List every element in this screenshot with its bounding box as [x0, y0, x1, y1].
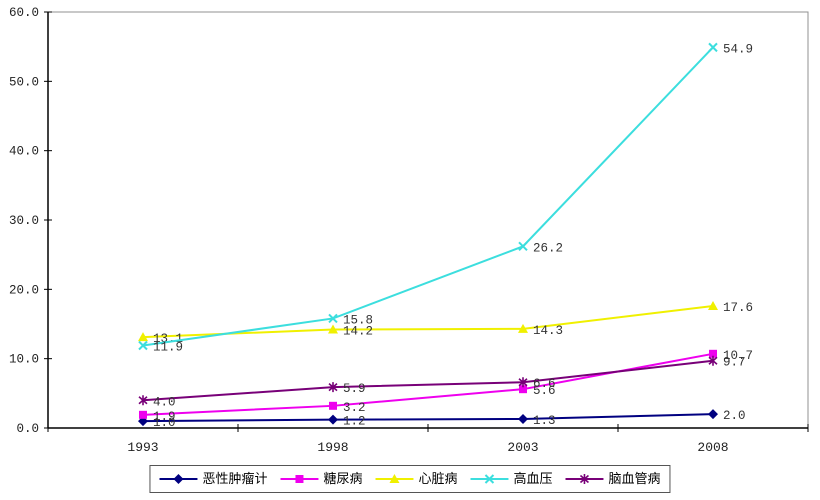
- series-line: [142, 304, 714, 339]
- data-point-label: 1.3: [533, 414, 556, 428]
- data-point-marker: [708, 409, 718, 420]
- data-point-marker: [518, 323, 528, 333]
- legend-swatch: [565, 474, 604, 484]
- y-axis-label: 50.0: [9, 75, 39, 89]
- data-point-marker: [518, 241, 528, 252]
- data-point-marker: [519, 385, 527, 394]
- data-point-marker: [518, 377, 528, 388]
- data-point-marker: [708, 355, 718, 366]
- data-point-label: 14.3: [533, 324, 563, 338]
- series-group-2: 13.114.2 14.317.6: [138, 300, 753, 346]
- data-point-label: 2.0: [723, 409, 746, 423]
- legend-swatch: [470, 474, 509, 484]
- y-axis-label: 60.0: [9, 6, 39, 20]
- data-point-marker: [328, 382, 338, 393]
- data-point-marker: [138, 332, 148, 342]
- data-point-label: 5.9: [343, 382, 366, 396]
- data-point-marker: [138, 395, 148, 406]
- data-point-label: 1.0: [153, 416, 176, 430]
- data-point-label: 9.7: [723, 356, 746, 370]
- legend-label: 高血压: [513, 471, 553, 487]
- legend-item-0: 恶性肿瘤计: [159, 473, 267, 486]
- legend-swatch: [375, 474, 414, 483]
- legend-label: 恶性肿瘤计: [202, 471, 268, 487]
- x-axis-label: 1993: [127, 440, 158, 455]
- data-point-marker: [328, 324, 338, 334]
- y-axis-label: 30.0: [9, 214, 39, 228]
- data-point-label: 6.6: [533, 377, 556, 391]
- legend-swatch: [280, 475, 319, 483]
- y-axis-label: 40.0: [9, 145, 39, 159]
- data-point-label: 11.9: [153, 340, 183, 354]
- data-point-marker: [139, 410, 147, 419]
- data-point-label: 1.2: [343, 415, 366, 429]
- legend-label: 心脏病: [418, 471, 458, 487]
- data-point-marker: [709, 349, 717, 358]
- data-point-marker: [579, 474, 590, 484]
- data-point-marker: [138, 340, 148, 351]
- series-line: [142, 46, 714, 347]
- data-point-marker: [173, 474, 184, 484]
- x-axis-label: 2008: [697, 440, 728, 455]
- chart-legend: 恶性肿瘤计 糖尿病 心脏病 高血压 脑血管病: [149, 465, 671, 493]
- data-point-marker: [328, 414, 338, 425]
- data-point-label: 15.8: [343, 313, 373, 327]
- data-point-label: 3.2: [343, 401, 366, 415]
- y-axis-label: 0.0: [16, 422, 39, 436]
- series-group-4: 4.0 5.9 6.6 9.7: [138, 355, 746, 409]
- legend-label: 糖尿病: [323, 471, 363, 487]
- data-point-label: 14.2: [343, 325, 373, 339]
- y-axis-label: 10.0: [9, 353, 39, 367]
- data-point-marker: [295, 475, 304, 483]
- series-group-0: 1.0 1.2 1.3 2.0: [138, 409, 746, 430]
- y-axis-label: 20.0: [9, 283, 39, 297]
- data-point-marker: [328, 313, 338, 324]
- data-point-marker: [484, 474, 495, 484]
- series-line: [142, 413, 714, 423]
- data-point-label: 17.6: [723, 301, 753, 315]
- series-group-1: 1.9 3.2 5.6 10.7: [139, 349, 753, 424]
- data-point-marker: [329, 401, 337, 410]
- legend-label: 脑血管病: [608, 471, 661, 487]
- legend-item-2: 心脏病: [375, 471, 458, 487]
- legend-item-1: 糖尿病: [280, 473, 362, 486]
- data-point-label: 4.0: [153, 395, 176, 409]
- data-point-marker: [389, 474, 400, 483]
- series-line: [142, 359, 714, 402]
- data-point-label: 26.2: [533, 241, 563, 255]
- data-point-label: 5.6: [533, 384, 556, 398]
- line-chart: 0.0 10.0 20.0 30.0 40.0 50.0 60.0 1993 1998 2003 2…: [9, 6, 809, 455]
- x-axis-label: 2003: [507, 440, 538, 455]
- data-point-label: 10.7: [723, 349, 753, 363]
- series-group-3: 11.9 15.8 26.2 54.9: [138, 42, 753, 354]
- data-point-label: 1.9: [153, 410, 176, 424]
- x-axis-label: 1998: [317, 440, 348, 455]
- data-point-marker: [518, 413, 528, 424]
- legend-item-4: 脑血管病: [565, 471, 661, 487]
- legend-item-3: 高血压: [470, 471, 553, 487]
- legend-swatch: [159, 474, 198, 484]
- data-point-marker: [708, 42, 718, 53]
- data-point-marker: [708, 300, 718, 310]
- data-point-label: 54.9: [723, 42, 753, 56]
- plot-border: [47, 11, 809, 429]
